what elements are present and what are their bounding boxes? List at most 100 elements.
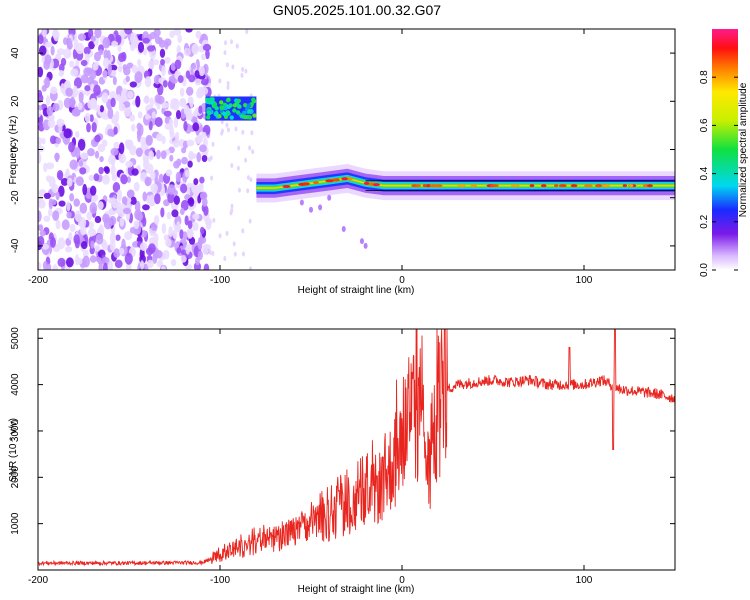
spectrogram-xlabel: Height of straight line (km) (298, 285, 415, 296)
x-tick-label: -200 (28, 575, 48, 586)
noise-blob (88, 40, 95, 50)
noise-blob (240, 72, 244, 78)
noise-blob (223, 256, 227, 262)
noise-blob (102, 37, 111, 49)
noise-blob (165, 238, 172, 248)
noise-blob (47, 119, 56, 128)
x-tick-label: -100 (210, 575, 230, 586)
noise-blob (150, 171, 156, 181)
noise-blob (162, 249, 170, 260)
signal-blob (232, 103, 238, 108)
noise-blob (63, 37, 68, 45)
noise-blob (157, 95, 165, 105)
noise-blob (161, 265, 166, 270)
noise-blob (107, 63, 112, 75)
noise-blob (44, 41, 53, 48)
noise-blob (241, 129, 245, 135)
noise-blob (183, 120, 188, 132)
noise-blob (57, 257, 66, 268)
noise-blob (94, 29, 102, 39)
noise-blob (241, 228, 245, 234)
noise-blob (187, 160, 193, 168)
noise-blob (118, 52, 126, 63)
noise-blob (90, 35, 96, 42)
noise-blob (154, 117, 163, 128)
noise-blob (129, 43, 136, 52)
noise-blob (161, 65, 166, 77)
x-tick-label: 100 (576, 275, 593, 286)
colorbar-tick-label: 0.4 (699, 166, 710, 180)
x-tick-label: -200 (28, 275, 48, 286)
noise-blob (149, 97, 154, 109)
noise-blob (124, 29, 133, 35)
snr-ylabel: SNR (10 * v/v) (8, 418, 19, 482)
noise-blob (179, 229, 184, 240)
noise-blob (211, 141, 215, 147)
noise-blob (200, 78, 209, 86)
noise-blob (63, 81, 70, 90)
band-spur (359, 238, 364, 245)
noise-blob (185, 244, 191, 255)
noise-blob (168, 226, 174, 238)
noise-blob (169, 30, 175, 39)
noise-blob (102, 70, 108, 78)
noise-blob (149, 32, 157, 40)
noise-blob (102, 241, 108, 251)
noise-blob (230, 203, 234, 209)
noise-blob (198, 65, 205, 77)
snr-line (38, 329, 675, 567)
noise-blob (218, 233, 222, 239)
noise-blob (58, 185, 65, 197)
noise-blob (231, 64, 235, 70)
noise-blob (184, 215, 189, 226)
noise-blob (148, 59, 155, 70)
noise-blob (119, 247, 125, 255)
signal-blob (251, 97, 256, 102)
noise-blob (194, 70, 200, 78)
y-tick-label: 40 (10, 47, 21, 59)
noise-blob (244, 157, 248, 163)
signal-blob (205, 115, 211, 120)
noise-blob (113, 141, 120, 150)
x-tick-label: -100 (210, 275, 230, 286)
noise-blob (93, 84, 101, 96)
noise-blob (65, 87, 73, 97)
signal-blob (223, 106, 228, 111)
noise-blob (50, 45, 55, 56)
noise-blob (38, 145, 45, 152)
noise-blob (89, 114, 94, 123)
noise-blob (46, 105, 54, 117)
noise-blob (73, 77, 83, 89)
noise-blob (193, 178, 199, 186)
noise-blob (38, 34, 44, 45)
band-core (256, 176, 675, 190)
noise-blob (195, 30, 202, 39)
band-hotspot (489, 184, 495, 188)
noise-blob (102, 262, 108, 270)
noise-blob (101, 112, 110, 120)
noise-blob (38, 104, 43, 112)
signal-blob (252, 113, 257, 118)
noise-blob (195, 257, 200, 266)
noise-blob (38, 210, 42, 223)
noise-blob (179, 87, 185, 97)
noise-blob (183, 47, 191, 57)
signal-blob (225, 110, 231, 115)
noise-blob (64, 246, 73, 253)
signal-blob (242, 103, 248, 108)
noise-blob (80, 152, 89, 160)
signal-patch (205, 96, 257, 121)
noise-blob (73, 198, 81, 207)
noise-blob (166, 211, 172, 220)
noise-blob (75, 146, 81, 159)
noise-blob (154, 250, 163, 259)
noise-blob (97, 201, 104, 210)
noise-blob (56, 170, 64, 180)
noise-blob (175, 171, 182, 183)
noise-blob (164, 41, 169, 50)
band-peak (256, 177, 675, 189)
noise-blob (69, 60, 75, 68)
noise-blob (109, 231, 116, 244)
noise-blob (160, 207, 165, 218)
